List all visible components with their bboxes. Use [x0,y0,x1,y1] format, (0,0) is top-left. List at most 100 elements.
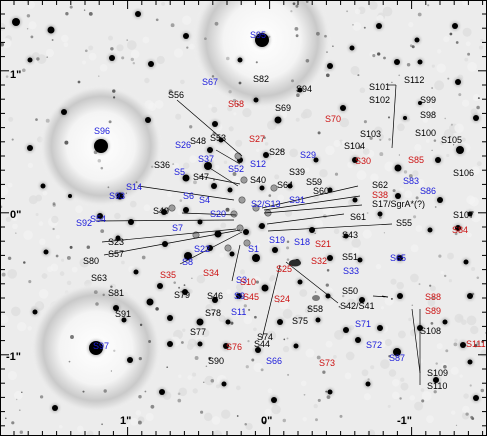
faint-star [100,229,105,233]
faint-star [334,172,339,176]
star [352,197,358,203]
noise-blob [433,305,438,310]
star [115,235,121,241]
noise-blob [71,266,78,273]
star [145,117,151,123]
star [272,247,278,253]
star [327,187,333,193]
noise-blob [235,139,243,147]
source-label: S62 [372,180,388,190]
faint-star [148,340,152,343]
noise-blob [463,393,469,399]
noise-blob [201,328,210,338]
noise-blob [175,95,181,101]
noise-blob [145,412,154,422]
star [255,33,269,47]
star [261,284,269,292]
noise-blob [392,378,400,387]
noise-blob [451,410,456,415]
source-marker [168,204,176,212]
source-label: S43 [342,230,358,240]
faint-star [228,90,232,94]
noise-blob [188,289,193,294]
faint-star [110,285,113,288]
star [252,254,260,262]
noise-blob [447,252,454,260]
noise-blob [204,375,215,386]
noise-blob [268,277,274,282]
source-label: S45 [243,292,259,302]
faint-star [86,245,91,249]
noise-blob [322,205,333,216]
source-label: S11 [231,307,246,317]
star [403,116,407,120]
source-label: S47 [193,172,209,182]
leader-line [372,295,389,298]
star [237,57,243,63]
noise-blob [189,155,197,163]
noise-blob [55,234,60,239]
noise-blob [348,325,355,331]
noise-blob [461,137,466,142]
faint-star [411,45,415,49]
source-marker [289,259,301,267]
faint-star [19,430,24,434]
noise-blob [464,57,469,62]
faint-star [191,277,193,279]
noise-blob [7,268,18,279]
star [197,219,203,225]
faint-star [112,89,116,93]
source-label: S27 [249,134,265,144]
source-label: S84 [452,225,468,235]
faint-star [338,305,341,308]
source-label: S22 [194,244,210,254]
source-label: S61 [350,212,366,222]
faint-star [208,356,212,360]
noise-blob [161,1,166,6]
source-label: S35 [160,270,176,280]
source-label: S73 [319,358,335,368]
source-label: S110 [427,381,447,391]
noise-blob [0,314,9,324]
faint-star [83,9,86,11]
source-marker [312,295,320,301]
noise-blob [45,48,54,58]
star [395,193,401,199]
faint-star [326,395,331,399]
faint-star [279,149,283,152]
noise-blob [375,263,382,270]
noise-blob [187,338,197,348]
noise-blob [173,48,184,58]
faint-star [168,89,173,94]
source-label: S85 [408,155,424,165]
faint-star [450,123,453,126]
source-label: S111 [466,339,486,349]
y-axis-label-top: 1" [10,69,21,81]
noise-blob [121,417,129,425]
source-label: S14 [126,182,142,192]
noise-blob [277,194,285,202]
faint-star [242,310,244,313]
faint-star [445,349,449,353]
noise-blob [66,280,72,286]
star [343,233,349,239]
star [327,389,333,395]
star [433,377,439,383]
leader-line [95,219,235,222]
noise-blob [257,175,265,183]
star [414,37,420,43]
noise-blob [274,174,280,180]
faint-star [307,306,311,310]
faint-star [290,10,293,13]
noise-blob [121,260,125,265]
faint-star [476,341,480,346]
faint-star [113,96,116,99]
faint-star [52,202,56,206]
noise-blob [186,343,194,350]
faint-star [181,341,184,344]
noise-blob [325,340,333,348]
noise-blob [351,238,362,248]
noise-blob [454,123,464,133]
source-label: S4 [199,195,210,205]
faint-star [103,389,107,393]
